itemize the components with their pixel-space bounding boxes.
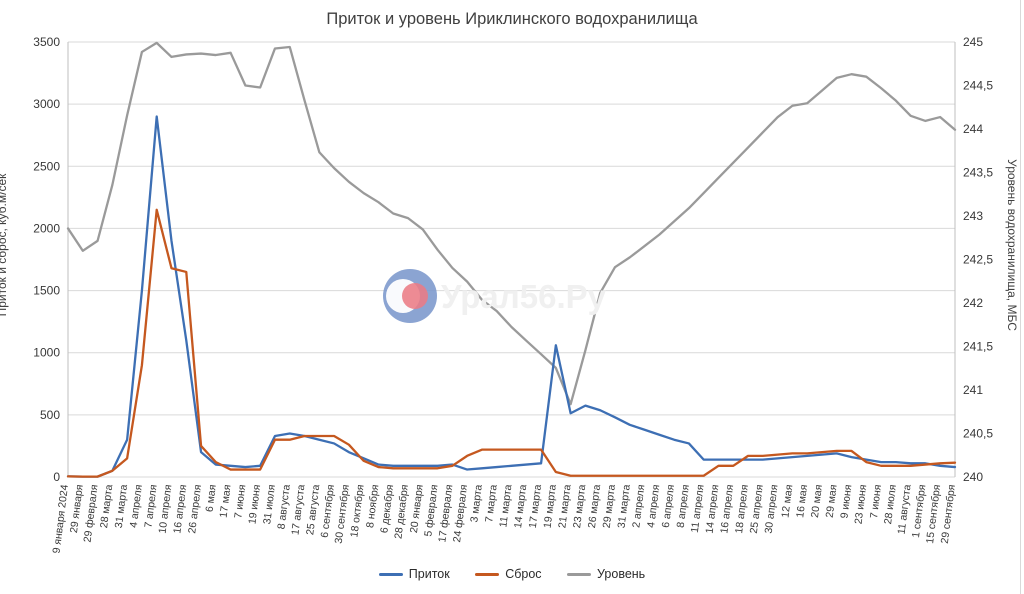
svg-text:9 июня: 9 июня <box>838 484 854 519</box>
svg-text:16 мая: 16 мая <box>794 484 810 519</box>
svg-text:2500: 2500 <box>33 159 60 173</box>
svg-text:7 июня: 7 июня <box>232 484 248 519</box>
svg-text:28 июля: 28 июля <box>882 484 899 525</box>
svg-text:7 июня: 7 июня <box>868 484 884 519</box>
svg-text:29 мая: 29 мая <box>824 484 840 519</box>
svg-text:17 мая: 17 мая <box>218 484 234 519</box>
svg-text:240,5: 240,5 <box>963 427 993 441</box>
svg-text:7 марта: 7 марта <box>483 484 500 523</box>
svg-text:6 мая: 6 мая <box>204 484 219 513</box>
svg-text:20 мая: 20 мая <box>809 484 825 519</box>
svg-text:3000: 3000 <box>33 97 60 111</box>
svg-text:1500: 1500 <box>33 284 60 298</box>
svg-text:19 июня: 19 июня <box>246 484 263 525</box>
svg-text:12 мая: 12 мая <box>779 484 795 519</box>
svg-text:Урал56.Ру: Урал56.Ру <box>441 278 607 315</box>
svg-text:240: 240 <box>963 470 983 484</box>
svg-text:26 апреля: 26 апреля <box>186 484 204 534</box>
svg-text:2000: 2000 <box>33 221 60 235</box>
svg-text:241: 241 <box>963 383 983 397</box>
svg-text:242,5: 242,5 <box>963 253 993 267</box>
svg-text:30 апреля: 30 апреля <box>763 484 781 534</box>
svg-text:23 июня: 23 июня <box>853 484 870 525</box>
svg-text:241,5: 241,5 <box>963 340 993 354</box>
svg-text:245: 245 <box>963 35 983 49</box>
svg-text:243: 243 <box>963 209 983 223</box>
svg-text:244: 244 <box>963 122 983 136</box>
svg-text:3500: 3500 <box>33 35 60 49</box>
svg-text:3 марта: 3 марта <box>468 484 485 523</box>
svg-text:243,5: 243,5 <box>963 166 993 180</box>
svg-text:0: 0 <box>53 470 60 484</box>
svg-text:31 июля: 31 июля <box>261 484 278 525</box>
svg-text:9 января 2024: 9 января 2024 <box>51 484 71 554</box>
svg-text:242: 242 <box>963 296 983 310</box>
svg-text:500: 500 <box>40 408 60 422</box>
svg-text:1000: 1000 <box>33 346 60 360</box>
svg-text:244,5: 244,5 <box>963 79 993 93</box>
